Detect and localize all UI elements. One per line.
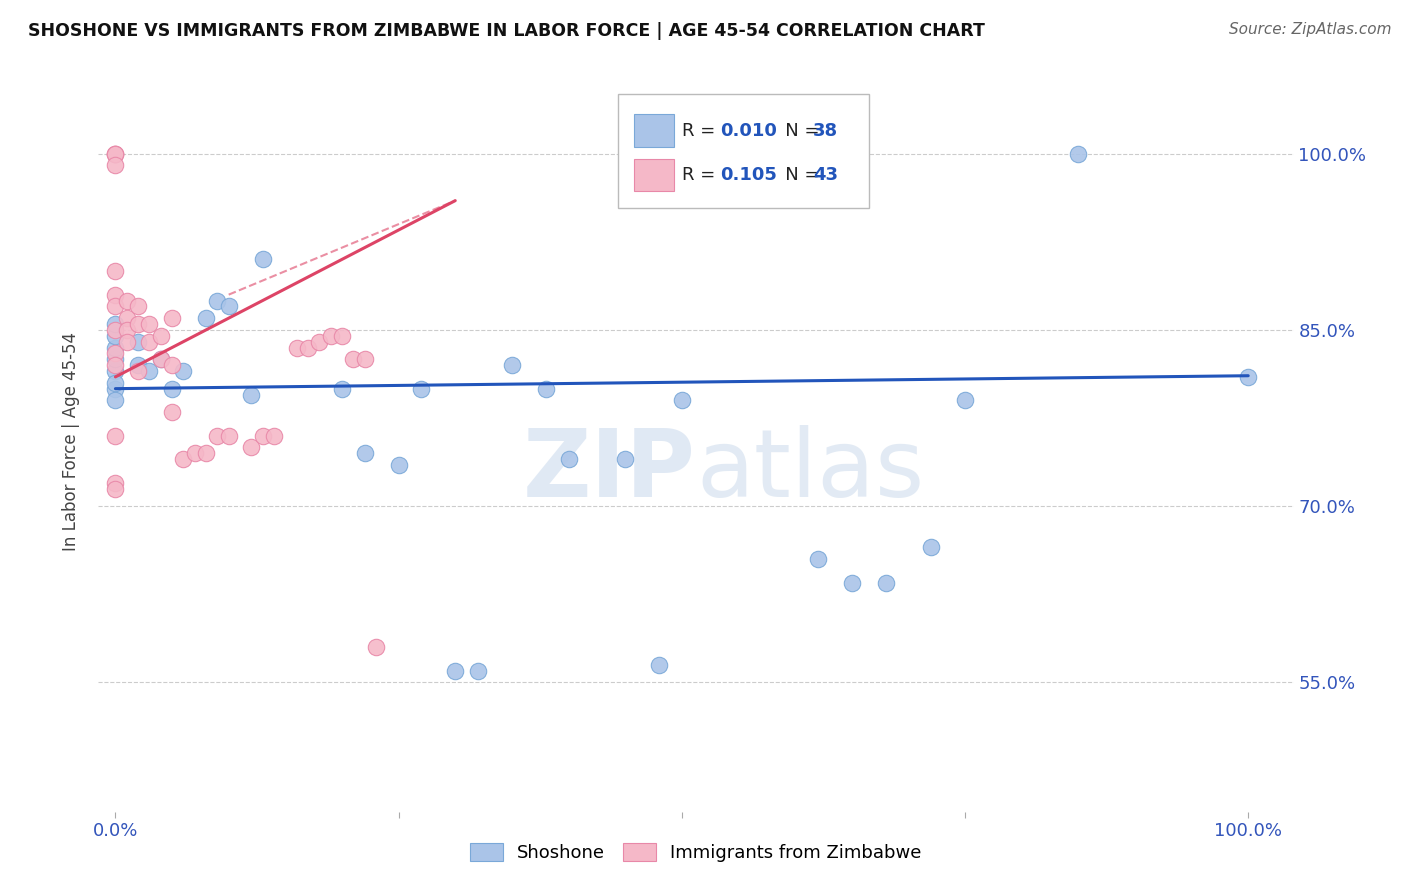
Text: 0.010: 0.010 — [720, 121, 776, 139]
FancyBboxPatch shape — [619, 94, 869, 209]
Point — [104, 317, 127, 331]
Point — [1237, 370, 1260, 384]
Point — [115, 293, 138, 308]
Point — [149, 352, 172, 367]
Point — [104, 364, 127, 378]
Point — [330, 328, 353, 343]
Point — [127, 317, 149, 331]
Point — [195, 311, 218, 326]
Point — [841, 575, 863, 590]
Point — [207, 293, 229, 308]
FancyBboxPatch shape — [634, 159, 675, 191]
Point — [342, 352, 364, 367]
Point — [104, 352, 127, 367]
Point — [388, 458, 411, 472]
Point — [149, 352, 172, 367]
Point — [115, 323, 138, 337]
Point — [160, 358, 183, 372]
Point — [444, 664, 467, 678]
FancyBboxPatch shape — [634, 114, 675, 147]
Point — [252, 428, 274, 442]
Point — [207, 428, 229, 442]
Point — [127, 299, 149, 313]
Point — [614, 452, 637, 467]
Point — [104, 328, 127, 343]
Point — [411, 382, 433, 396]
Point — [308, 334, 330, 349]
Point — [501, 358, 523, 372]
Text: R =: R = — [682, 166, 721, 184]
Point — [875, 575, 897, 590]
Point — [127, 364, 149, 378]
Point — [160, 311, 183, 326]
Point — [534, 382, 557, 396]
Point — [319, 328, 342, 343]
Point — [104, 146, 127, 161]
Point — [240, 387, 263, 401]
Point — [807, 552, 830, 566]
Text: N =: N = — [768, 121, 825, 139]
Text: SHOSHONE VS IMMIGRANTS FROM ZIMBABWE IN LABOR FORCE | AGE 45-54 CORRELATION CHAR: SHOSHONE VS IMMIGRANTS FROM ZIMBABWE IN … — [28, 22, 986, 40]
Point — [138, 317, 160, 331]
Point — [252, 252, 274, 267]
Point — [104, 341, 127, 355]
Point — [104, 358, 127, 372]
Text: 43: 43 — [813, 166, 838, 184]
Point — [115, 334, 138, 349]
Point — [263, 428, 285, 442]
Point — [1067, 146, 1090, 161]
Point — [648, 657, 671, 672]
Point — [104, 287, 127, 301]
Point — [172, 364, 194, 378]
Point — [104, 482, 127, 496]
Y-axis label: In Labor Force | Age 45-54: In Labor Force | Age 45-54 — [62, 332, 80, 551]
Point — [195, 446, 218, 460]
Point — [172, 452, 194, 467]
Point — [149, 328, 172, 343]
Text: 0.105: 0.105 — [720, 166, 776, 184]
Point — [104, 382, 127, 396]
Point — [160, 382, 183, 396]
Legend: Shoshone, Immigrants from Zimbabwe: Shoshone, Immigrants from Zimbabwe — [463, 836, 929, 870]
Point — [353, 352, 375, 367]
Point — [240, 441, 263, 455]
Point — [183, 446, 205, 460]
Text: Source: ZipAtlas.com: Source: ZipAtlas.com — [1229, 22, 1392, 37]
Point — [104, 146, 127, 161]
Point — [557, 452, 579, 467]
Point — [127, 334, 149, 349]
Point — [920, 541, 942, 555]
Point — [104, 428, 127, 442]
Point — [671, 393, 693, 408]
Point — [104, 475, 127, 490]
Text: ZIP: ZIP — [523, 425, 696, 517]
Point — [285, 341, 308, 355]
Point — [953, 393, 976, 408]
Point — [104, 346, 127, 360]
Point — [467, 664, 489, 678]
Point — [138, 334, 160, 349]
Text: N =: N = — [768, 166, 825, 184]
Point — [104, 299, 127, 313]
Point — [160, 405, 183, 419]
Point — [353, 446, 375, 460]
Point — [218, 299, 240, 313]
Text: R =: R = — [682, 121, 721, 139]
Point — [127, 358, 149, 372]
Text: atlas: atlas — [696, 425, 924, 517]
Point — [138, 364, 160, 378]
Point — [364, 640, 387, 655]
Point — [115, 311, 138, 326]
Point — [218, 428, 240, 442]
Point — [104, 393, 127, 408]
Point — [104, 158, 127, 172]
Point — [330, 382, 353, 396]
Text: 38: 38 — [813, 121, 838, 139]
Point — [104, 264, 127, 278]
Point — [297, 341, 319, 355]
Point — [104, 323, 127, 337]
Point — [104, 146, 127, 161]
Point — [104, 376, 127, 390]
